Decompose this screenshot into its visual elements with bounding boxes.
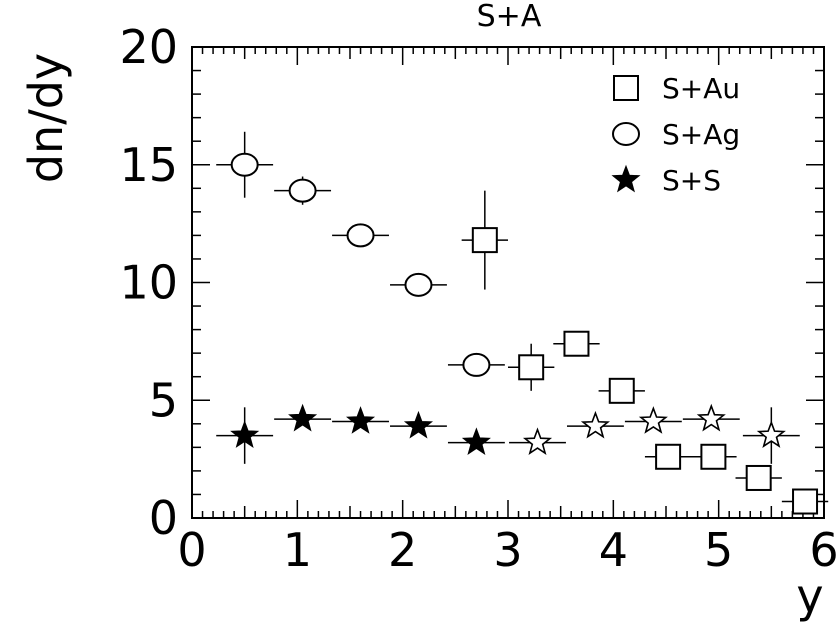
x-tick-label: 5: [704, 523, 733, 577]
data-point: [522, 427, 553, 456]
series-s-au: [461, 190, 829, 515]
series-unlabeled-3: [509, 403, 800, 464]
x-axis-label: y: [796, 569, 823, 623]
data-point: [462, 352, 491, 377]
tick-labels: 0 1 2 3 4 5 6 0 5 10 15 20: [119, 20, 838, 577]
x-tick-label: 4: [599, 523, 628, 577]
legend-marker: [613, 75, 639, 101]
y-axis-label: dn/dy: [19, 53, 73, 183]
x-tick-label: 3: [493, 523, 522, 577]
y-tick-label: 10: [119, 256, 178, 310]
chart-title: S+A: [477, 0, 542, 34]
y-tick-label: 20: [119, 20, 178, 74]
data-point: [346, 223, 375, 248]
data-point: [471, 227, 498, 254]
series-s-s: [216, 403, 505, 464]
data-point: [638, 406, 668, 434]
data-point: [461, 427, 491, 456]
legend-label: S+S: [662, 164, 721, 197]
data-point: [608, 377, 635, 404]
data-point: [792, 488, 819, 515]
data-point: [655, 443, 682, 470]
data-point: [745, 464, 772, 491]
legend-label: S+Au: [662, 72, 740, 105]
data-point: [230, 152, 259, 177]
data-points: [216, 131, 829, 515]
y-tick-label: 5: [149, 373, 178, 427]
series-s-ag: [216, 131, 505, 377]
data-point: [580, 410, 610, 439]
legend-marker: [611, 164, 641, 193]
legend-label: S+Ag: [662, 118, 740, 151]
legend-marker: [612, 122, 640, 146]
y-tick-label: 0: [149, 491, 178, 545]
data-point: [696, 403, 726, 432]
x-tick-label: 2: [388, 523, 417, 577]
data-point: [403, 410, 434, 439]
data-point: [700, 443, 727, 470]
legend: S+Au S+Ag S+S: [611, 72, 740, 197]
data-point: [230, 420, 260, 448]
x-tick-label: 0: [177, 523, 206, 577]
data-point: [345, 406, 376, 434]
data-point: [404, 272, 433, 297]
data-point: [756, 420, 786, 448]
data-point: [518, 354, 545, 381]
x-tick-label: 6: [809, 523, 838, 577]
data-point: [288, 403, 318, 432]
data-point: [288, 178, 317, 203]
axis-ticks: [191, 46, 825, 519]
data-point: [563, 330, 590, 357]
y-tick-label: 15: [119, 138, 178, 192]
x-tick-label: 1: [283, 523, 312, 577]
